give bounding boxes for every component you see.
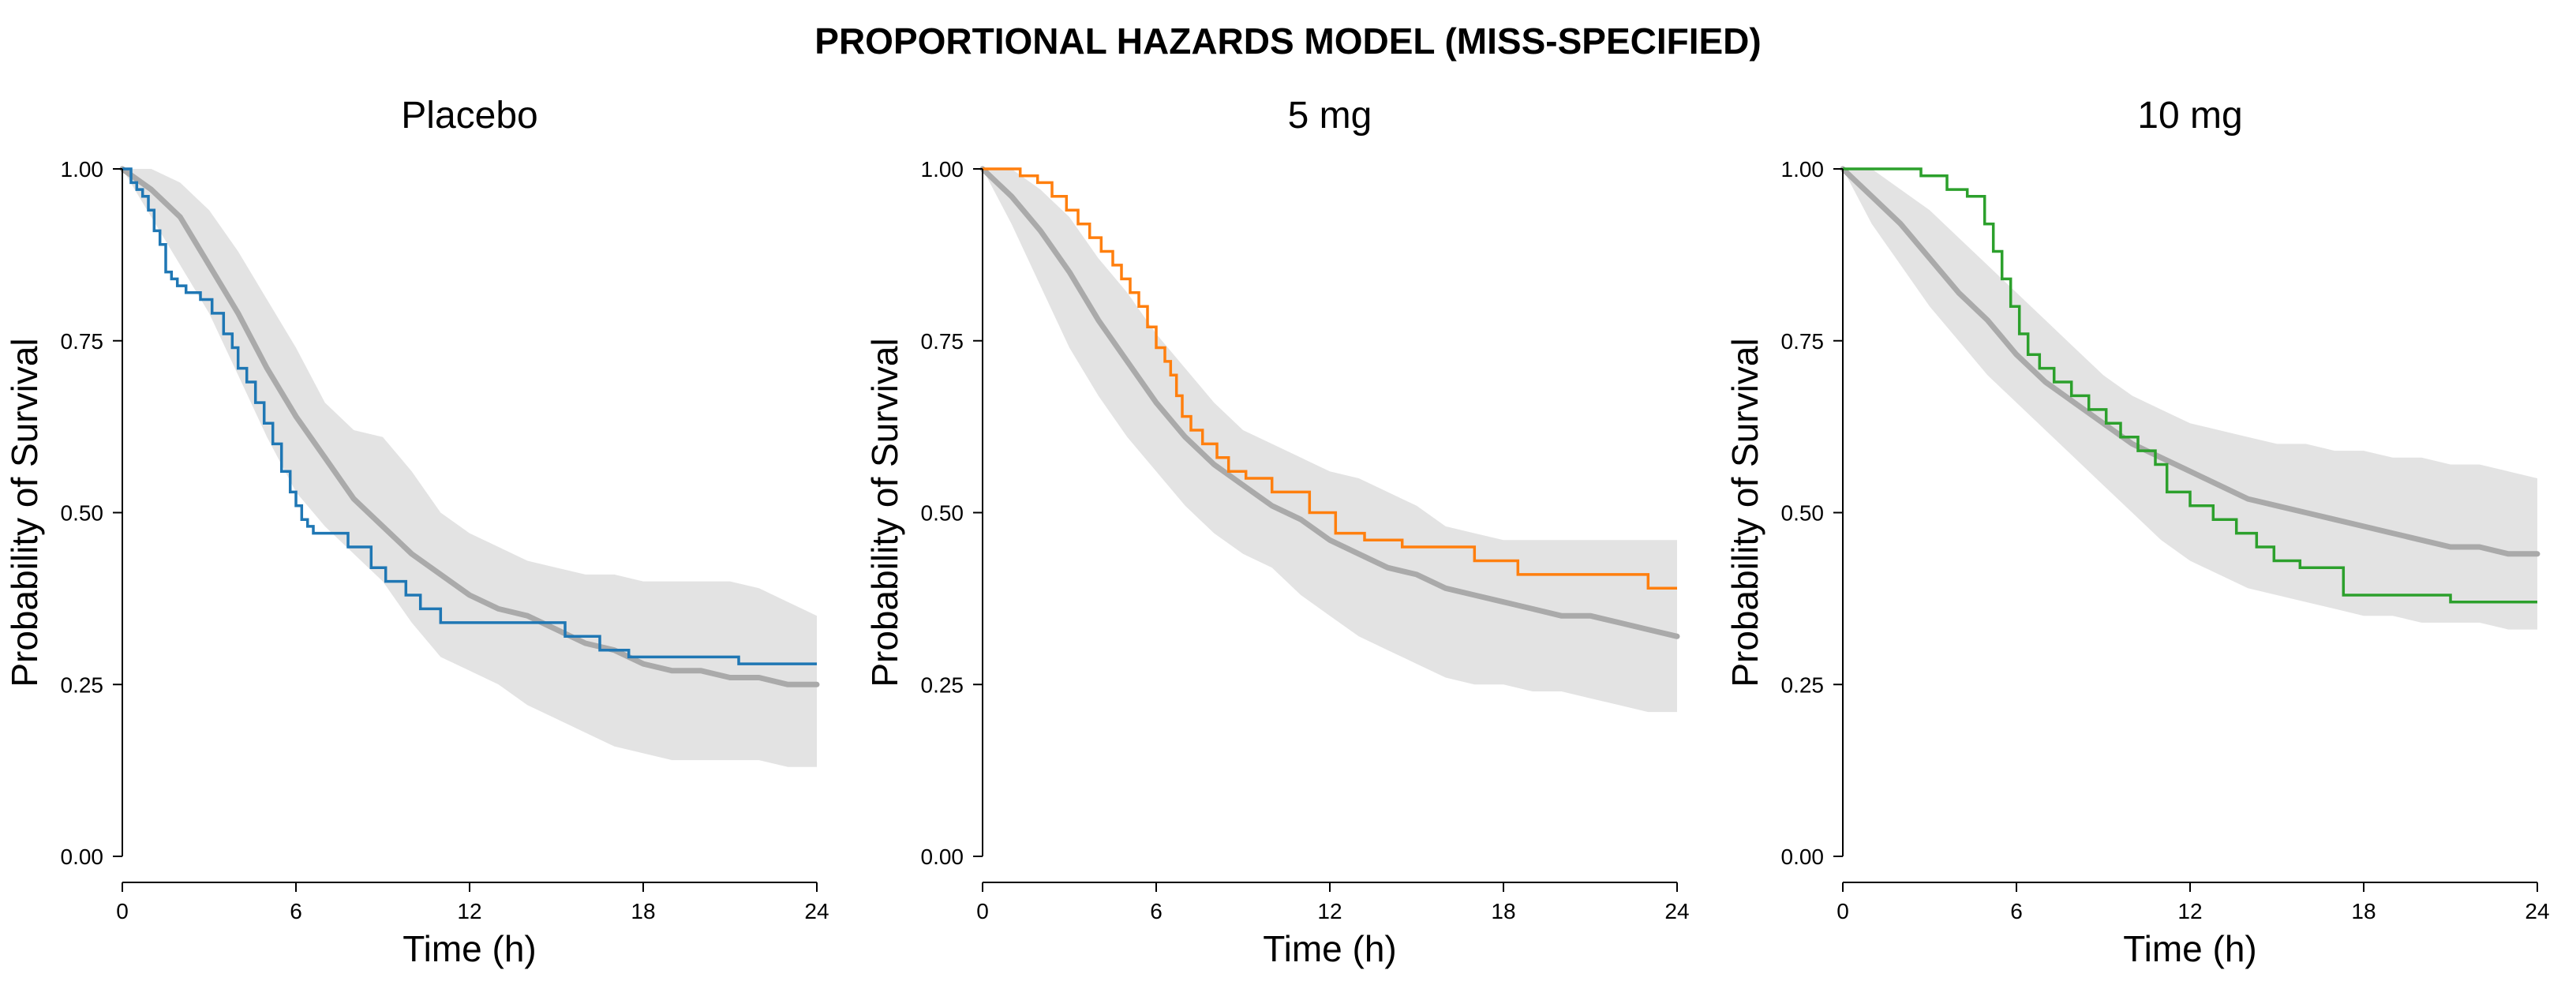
panel-5-mg-y-tick-label: 0.00 bbox=[921, 845, 964, 869]
panel-5-mg-title: 5 mg bbox=[1288, 95, 1372, 137]
panel-5-mg-predicted-median bbox=[979, 166, 1680, 639]
panel-10-mg-x-tick-label: 12 bbox=[2177, 899, 2202, 923]
panel-10-mg-prediction-interval bbox=[1843, 169, 2537, 630]
panel-10-mg-y-tick-label: 0.00 bbox=[1781, 845, 1825, 869]
panel-placebo-x-tick-label: 12 bbox=[457, 899, 481, 923]
panel-5-mg-x-tick-label: 24 bbox=[1664, 899, 1689, 923]
panel-placebo-predicted-median bbox=[119, 166, 820, 687]
panel-5-mg-x-tick-label: 6 bbox=[1150, 899, 1163, 923]
panel-placebo-x-tick-label: 0 bbox=[116, 899, 129, 923]
panel-placebo-x-tick-label: 6 bbox=[290, 899, 302, 923]
panel-10-mg-x-tick-label: 18 bbox=[2351, 899, 2376, 923]
panel-placebo-y-tick-label: 0.00 bbox=[61, 845, 104, 869]
panel-5-mg-x-tick-label: 12 bbox=[1317, 899, 1342, 923]
panel-5-mg-x-tick-label: 18 bbox=[1491, 899, 1515, 923]
panel-10-mg-y-axis-label: Probability of Survival bbox=[1724, 338, 1765, 687]
panel-5-mg-observed-km bbox=[983, 167, 1677, 590]
panel-placebo-y-tick-label: 1.00 bbox=[61, 157, 104, 182]
panel-10-mg-observed-km bbox=[1843, 167, 2537, 604]
figure-title: PROPORTIONAL HAZARDS MODEL (MISS-SPECIFI… bbox=[814, 21, 1761, 62]
panel-placebo: Placebo 0.00 0.25 0.50 0.75 1.00 0 6 12 18 24 Time … bbox=[4, 95, 829, 969]
panel-placebo-x-axis-label: Time (h) bbox=[402, 928, 537, 969]
panels: Placebo 0.00 0.25 0.50 0.75 1.00 0 6 12 18 24 Time … bbox=[4, 95, 2550, 969]
panel-10-mg-x-tick-label: 6 bbox=[2010, 899, 2023, 923]
panel-10-mg-x-axis-label: Time (h) bbox=[2123, 928, 2257, 969]
panel-placebo-x-tick-label: 24 bbox=[804, 899, 829, 923]
panel-placebo-y-axis-label: Probability of Survival bbox=[4, 338, 45, 687]
panel-10-mg-y-tick-label: 1.00 bbox=[1781, 157, 1825, 182]
panel-5-mg-y-tick-label: 1.00 bbox=[921, 157, 964, 182]
panel-placebo-y-tick-label: 0.50 bbox=[61, 501, 104, 526]
panel-5-mg-x-axis-label: Time (h) bbox=[1263, 928, 1397, 969]
panel-10-mg-title: 10 mg bbox=[2137, 95, 2242, 137]
panel-placebo-prediction-interval bbox=[122, 169, 817, 767]
panel-placebo-y-tick-label: 0.75 bbox=[61, 329, 104, 354]
panel-5-mg-y-tick-label: 0.75 bbox=[921, 329, 964, 354]
panel-5-mg-x-tick-label: 0 bbox=[976, 899, 989, 923]
panel-5-mg-prediction-interval bbox=[983, 169, 1677, 713]
panel-10-mg-y-tick-label: 0.75 bbox=[1781, 329, 1825, 354]
panel-10-mg-y-tick-label: 0.50 bbox=[1781, 501, 1825, 526]
panel-placebo-y-tick-label: 0.25 bbox=[61, 672, 104, 697]
panel-5-mg-y-tick-label: 0.25 bbox=[921, 672, 964, 697]
panel-10-mg-x-tick-label: 0 bbox=[1837, 899, 1849, 923]
panel-10-mg-predicted-median bbox=[1840, 166, 2540, 557]
panel-5-mg-y-axis-label: Probability of Survival bbox=[864, 338, 905, 687]
panel-placebo-title: Placebo bbox=[401, 95, 537, 137]
panel-5-mg-y-tick-label: 0.50 bbox=[921, 501, 964, 526]
panel-5-mg: 5 mg 0.00 0.25 0.50 0.75 1.00 0 6 12 18 24 Time (h)… bbox=[864, 95, 1690, 969]
panel-placebo-x-tick-label: 18 bbox=[631, 899, 655, 923]
panel-10-mg-y-tick-label: 0.25 bbox=[1781, 672, 1825, 697]
panel-placebo-observed-km bbox=[122, 167, 817, 665]
panel-10-mg: 10 mg 0.00 0.25 0.50 0.75 1.00 0 6 12 18 24 Time (h… bbox=[1724, 95, 2550, 969]
panel-10-mg-x-tick-label: 24 bbox=[2525, 899, 2549, 923]
